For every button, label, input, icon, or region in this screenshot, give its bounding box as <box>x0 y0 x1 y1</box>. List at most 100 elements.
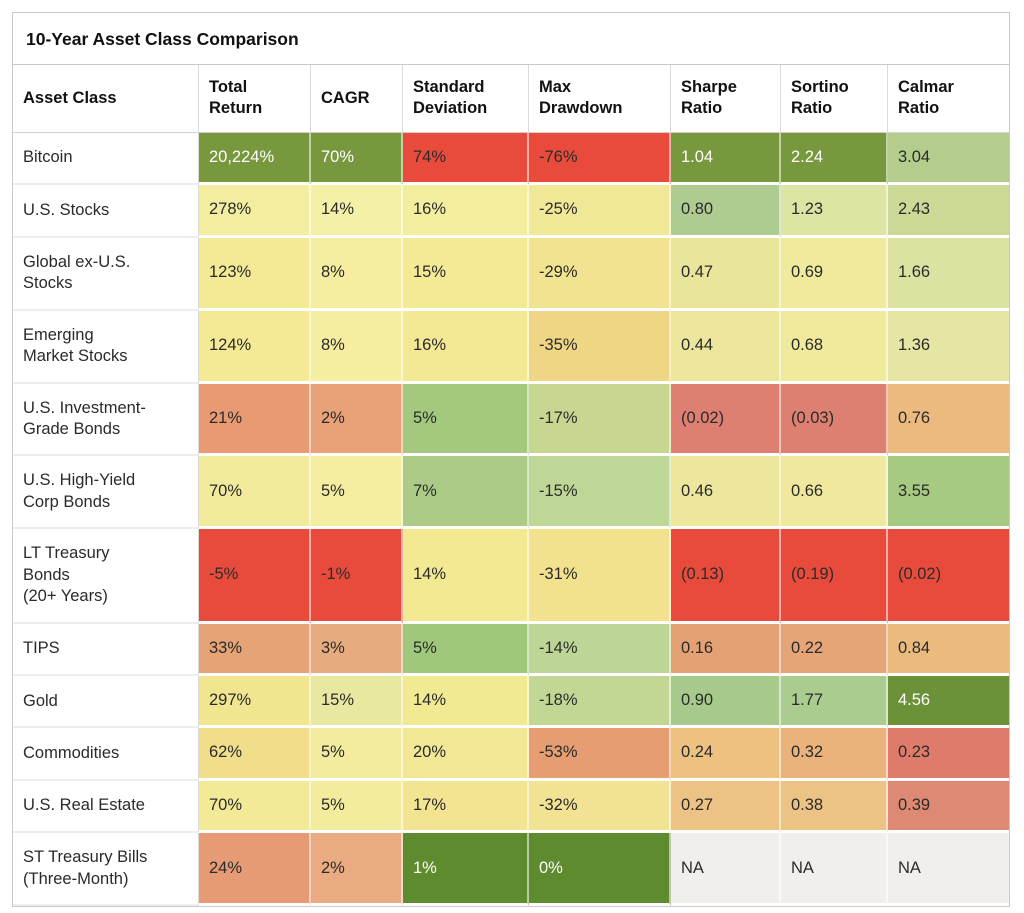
data-cell: 5% <box>403 383 529 457</box>
data-cell: 16% <box>403 310 529 384</box>
table-row: Emerging Market Stocks 124% 8% 16% -35% … <box>13 310 1009 384</box>
data-cell: 1.36 <box>888 310 1009 384</box>
asset-class-cell: U.S. Stocks <box>13 185 199 238</box>
data-cell: 124% <box>199 310 311 384</box>
data-cell: 15% <box>403 237 529 311</box>
column-header-asset-class: Asset Class <box>13 65 199 133</box>
data-cell: (0.19) <box>781 529 888 624</box>
table-body: Bitcoin 20,224% 70% 74% -76% 1.04 2.24 3… <box>13 132 1009 907</box>
data-cell: -15% <box>529 456 671 530</box>
data-cell: 17% <box>403 780 529 834</box>
data-cell: -29% <box>529 237 671 311</box>
data-cell: 3% <box>311 623 403 676</box>
data-cell: 5% <box>403 623 529 676</box>
data-cell: 1.23 <box>781 185 888 238</box>
data-cell: 14% <box>403 529 529 624</box>
data-cell: 2% <box>311 383 403 457</box>
data-cell: (0.03) <box>781 383 888 457</box>
column-header-sharpe-ratio: Sharpe Ratio <box>671 65 781 133</box>
data-cell: (0.02) <box>671 383 781 457</box>
data-cell: 0.39 <box>888 780 1009 834</box>
table-row: TIPS 33% 3% 5% -14% 0.16 0.22 0.84 <box>13 623 1009 676</box>
table-row: U.S. High-Yield Corp Bonds 70% 5% 7% -15… <box>13 456 1009 530</box>
asset-class-cell: ST Treasury Bills (Three-Month) <box>13 833 199 907</box>
data-cell: 0.90 <box>671 676 781 729</box>
header-row: Asset Class Total Return CAGR Standard D… <box>13 65 1009 133</box>
data-cell: 8% <box>311 310 403 384</box>
data-cell: 3.04 <box>888 132 1009 186</box>
data-cell: 297% <box>199 676 311 729</box>
table-row: Commodities 62% 5% 20% -53% 0.24 0.32 0.… <box>13 728 1009 781</box>
data-cell: -1% <box>311 529 403 624</box>
data-cell: -14% <box>529 623 671 676</box>
column-header-sortino-ratio: Sortino Ratio <box>781 65 888 133</box>
data-cell: 62% <box>199 728 311 781</box>
data-cell: 2.43 <box>888 185 1009 238</box>
data-cell: 0.80 <box>671 185 781 238</box>
data-cell: 21% <box>199 383 311 457</box>
asset-class-cell: TIPS <box>13 623 199 676</box>
data-cell: 0.23 <box>888 728 1009 781</box>
data-cell: NA <box>781 833 888 907</box>
data-cell: 14% <box>403 676 529 729</box>
data-cell: 33% <box>199 623 311 676</box>
data-cell: 14% <box>311 185 403 238</box>
column-header-max-drawdown: Max Drawdown <box>529 65 671 133</box>
data-cell: 0.68 <box>781 310 888 384</box>
asset-class-cell: LT Treasury Bonds (20+ Years) <box>13 529 199 624</box>
data-cell: -53% <box>529 728 671 781</box>
data-cell: 0.24 <box>671 728 781 781</box>
data-cell: NA <box>671 833 781 907</box>
data-cell: 70% <box>199 780 311 834</box>
data-cell: 5% <box>311 728 403 781</box>
data-cell: -35% <box>529 310 671 384</box>
data-cell: (0.02) <box>888 529 1009 624</box>
data-cell: 5% <box>311 456 403 530</box>
data-cell: -17% <box>529 383 671 457</box>
data-cell: 16% <box>403 185 529 238</box>
asset-class-cell: Commodities <box>13 728 199 781</box>
table-row: Global ex-U.S. Stocks 123% 8% 15% -29% 0… <box>13 237 1009 311</box>
data-cell: -31% <box>529 529 671 624</box>
asset-class-cell: Global ex-U.S. Stocks <box>13 237 199 311</box>
data-cell: 1.77 <box>781 676 888 729</box>
data-cell: 8% <box>311 237 403 311</box>
column-header-calmar-ratio: Calmar Ratio <box>888 65 1009 133</box>
data-cell: 278% <box>199 185 311 238</box>
data-cell: 20% <box>403 728 529 781</box>
asset-class-cell: U.S. High-Yield Corp Bonds <box>13 456 199 530</box>
data-cell: 1.66 <box>888 237 1009 311</box>
data-cell: 0.76 <box>888 383 1009 457</box>
data-cell: 70% <box>311 132 403 186</box>
column-header-cagr: CAGR <box>311 65 403 133</box>
data-cell: 0.44 <box>671 310 781 384</box>
column-header-standard-deviation: Standard Deviation <box>403 65 529 133</box>
data-cell: 2% <box>311 833 403 907</box>
data-cell: 0.66 <box>781 456 888 530</box>
data-cell: NA <box>888 833 1009 907</box>
asset-comparison-table: Asset Class Total Return CAGR Standard D… <box>13 65 1009 907</box>
data-cell: 70% <box>199 456 311 530</box>
table-row: ST Treasury Bills (Three-Month) 24% 2% 1… <box>13 833 1009 907</box>
data-cell: 0.47 <box>671 237 781 311</box>
data-cell: -76% <box>529 132 671 186</box>
data-cell: 15% <box>311 676 403 729</box>
data-cell: 4.56 <box>888 676 1009 729</box>
data-cell: 0.38 <box>781 780 888 834</box>
data-cell: 1.04 <box>671 132 781 186</box>
data-cell: 5% <box>311 780 403 834</box>
asset-class-cell: Gold <box>13 676 199 729</box>
data-cell: 2.24 <box>781 132 888 186</box>
table-row: Gold 297% 15% 14% -18% 0.90 1.77 4.56 <box>13 676 1009 729</box>
data-cell: 20,224% <box>199 132 311 186</box>
data-cell: 0.84 <box>888 623 1009 676</box>
data-cell: -25% <box>529 185 671 238</box>
column-header-total-return: Total Return <box>199 65 311 133</box>
data-cell: 0.27 <box>671 780 781 834</box>
data-cell: 74% <box>403 132 529 186</box>
asset-class-cell: U.S. Real Estate <box>13 780 199 834</box>
table-row: Bitcoin 20,224% 70% 74% -76% 1.04 2.24 3… <box>13 132 1009 186</box>
table-row: U.S. Investment- Grade Bonds 21% 2% 5% -… <box>13 383 1009 457</box>
table-row: U.S. Stocks 278% 14% 16% -25% 0.80 1.23 … <box>13 185 1009 238</box>
data-cell: -32% <box>529 780 671 834</box>
